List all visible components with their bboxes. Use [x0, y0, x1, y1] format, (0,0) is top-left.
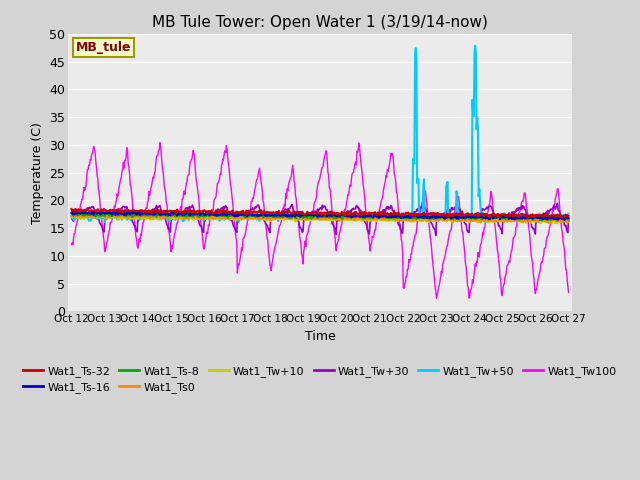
- Text: MB_tule: MB_tule: [76, 41, 131, 54]
- Legend: Wat1_Ts-32, Wat1_Ts-16, Wat1_Ts-8, Wat1_Ts0, Wat1_Tw+10, Wat1_Tw+30, Wat1_Tw+50,: Wat1_Ts-32, Wat1_Ts-16, Wat1_Ts-8, Wat1_…: [19, 361, 621, 397]
- Y-axis label: Temperature (C): Temperature (C): [31, 121, 44, 224]
- X-axis label: Time: Time: [305, 330, 335, 343]
- Title: MB Tule Tower: Open Water 1 (3/19/14-now): MB Tule Tower: Open Water 1 (3/19/14-now…: [152, 15, 488, 30]
